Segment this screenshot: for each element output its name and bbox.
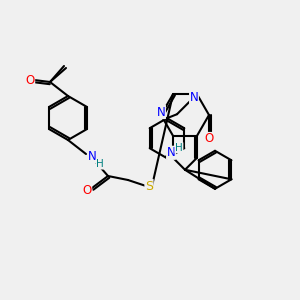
Text: H: H (96, 159, 104, 169)
Text: O: O (204, 133, 214, 146)
Text: N: N (157, 106, 165, 118)
Text: N: N (88, 149, 96, 163)
Text: H: H (175, 143, 183, 153)
Text: O: O (82, 184, 91, 197)
Text: S: S (145, 179, 153, 193)
Text: N: N (167, 146, 176, 159)
Text: N: N (190, 91, 198, 104)
Text: O: O (26, 74, 34, 86)
